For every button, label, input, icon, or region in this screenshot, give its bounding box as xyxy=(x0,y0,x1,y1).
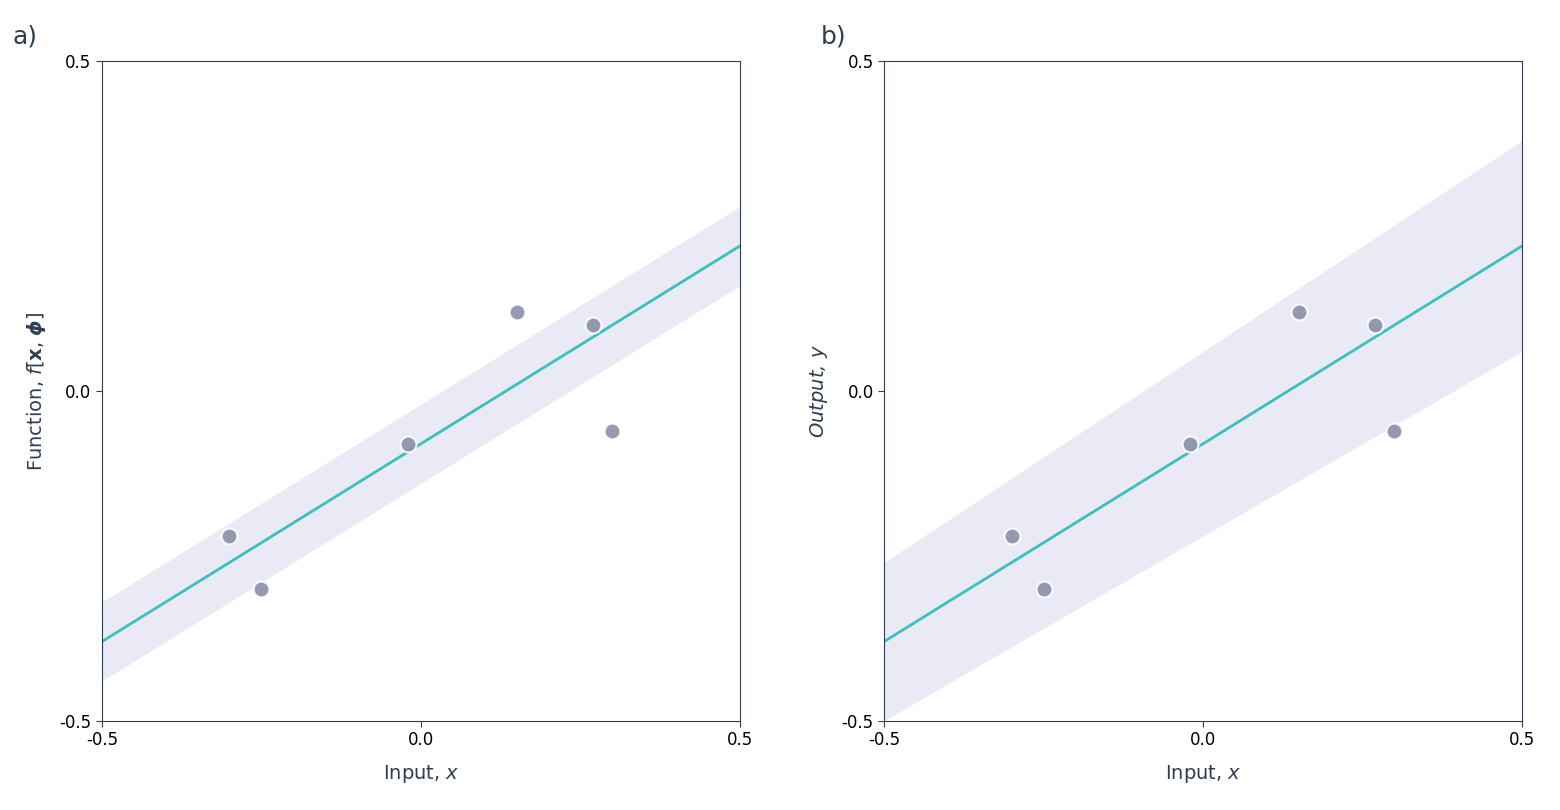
Point xyxy=(1363,318,1388,331)
X-axis label: Input, $x$: Input, $x$ xyxy=(1165,763,1242,785)
Point xyxy=(998,530,1023,543)
Point xyxy=(599,424,624,437)
Y-axis label: Output, $y$: Output, $y$ xyxy=(808,344,830,438)
Point xyxy=(217,530,242,543)
Point xyxy=(1382,424,1407,437)
Point xyxy=(250,582,275,595)
Text: b): b) xyxy=(821,24,846,49)
Text: a): a) xyxy=(12,24,37,49)
Point xyxy=(1031,582,1056,595)
X-axis label: Input, $x$: Input, $x$ xyxy=(382,763,459,785)
Point xyxy=(1285,305,1310,318)
Point xyxy=(396,437,421,450)
Point xyxy=(1178,437,1203,450)
Point xyxy=(580,318,605,331)
Point xyxy=(504,305,529,318)
Y-axis label: Function, $f$[$\mathbf{x}$, $\boldsymbol{\phi}$]: Function, $f$[$\mathbf{x}$, $\boldsymbol… xyxy=(27,312,48,471)
